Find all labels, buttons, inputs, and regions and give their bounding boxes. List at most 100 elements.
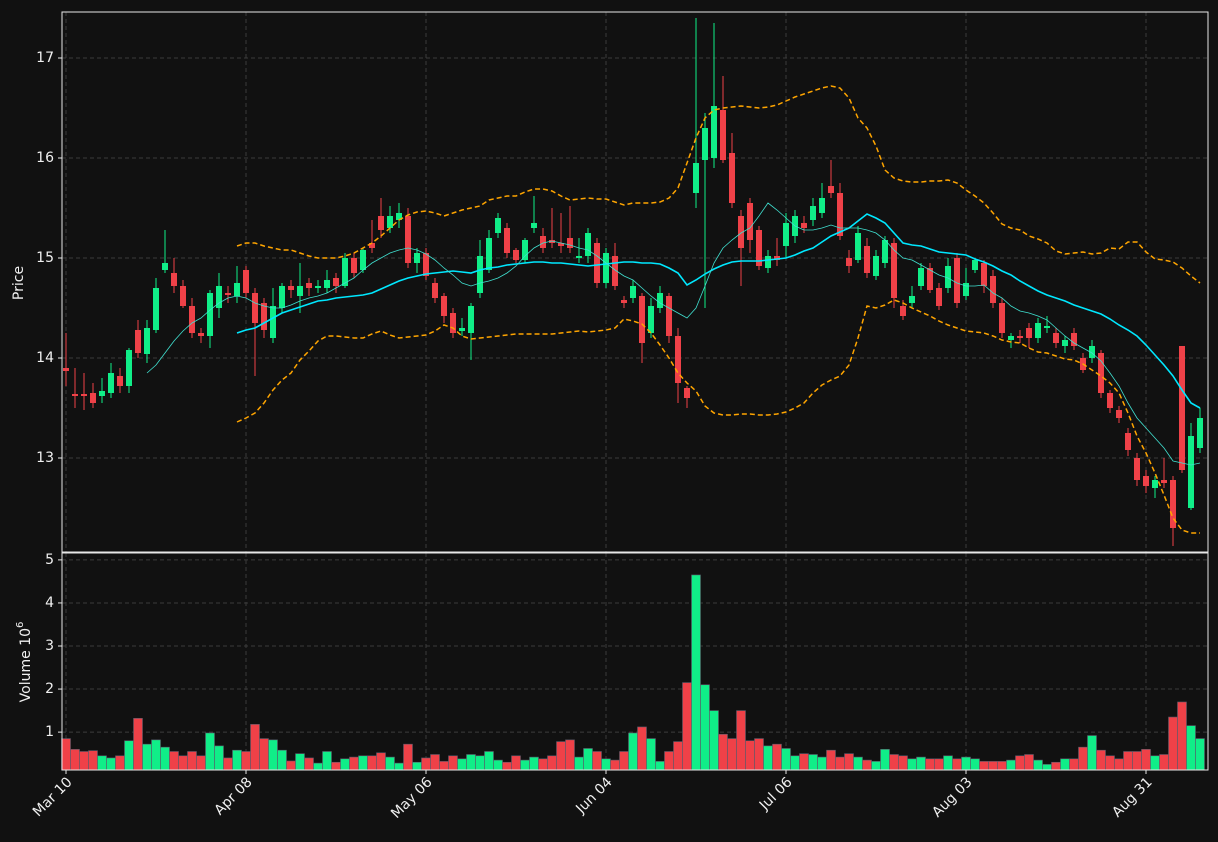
candle-body xyxy=(162,263,168,270)
volume-bar xyxy=(1168,716,1178,771)
volume-bar xyxy=(1033,759,1043,771)
candle-body xyxy=(486,238,492,270)
volume-tick-label: 4 xyxy=(45,595,54,611)
volume-bar xyxy=(925,758,935,771)
candle-body xyxy=(207,293,213,336)
volume-bar xyxy=(1042,764,1052,771)
y-tick-label: 14 xyxy=(36,350,54,366)
volume-bar xyxy=(1159,754,1169,771)
candle-body xyxy=(648,306,654,333)
volume-bar xyxy=(187,751,197,771)
volume-bar xyxy=(268,739,278,771)
y-tick-label: 15 xyxy=(36,250,54,266)
volume-bar xyxy=(1024,754,1034,771)
candle-body xyxy=(882,240,888,263)
volume-bar xyxy=(1114,758,1124,771)
volume-bar xyxy=(1186,725,1196,771)
volume-bar xyxy=(475,755,485,771)
volume-bar xyxy=(250,724,260,771)
volume-bar xyxy=(1069,758,1079,771)
candle-body xyxy=(585,233,591,256)
candle-body xyxy=(414,253,420,263)
candle-body xyxy=(576,256,582,258)
volume-bar xyxy=(124,740,134,771)
candle-body xyxy=(657,293,663,308)
volume-bar xyxy=(448,755,458,771)
candle-body xyxy=(513,250,519,260)
volume-bar xyxy=(844,753,854,771)
candle-body xyxy=(450,313,456,333)
volume-bar xyxy=(466,754,476,771)
volume-bar xyxy=(385,756,395,771)
candle-body xyxy=(153,288,159,330)
volume-bar xyxy=(403,743,413,771)
candle-body xyxy=(837,193,843,236)
volume-bar xyxy=(961,756,971,771)
volume-bar xyxy=(151,739,161,771)
volume-bar xyxy=(952,758,962,771)
candle-body xyxy=(423,253,429,276)
candle-body xyxy=(711,106,717,158)
volume-bar xyxy=(727,738,737,771)
candle-body xyxy=(1197,418,1203,448)
volume-bar xyxy=(835,756,845,771)
volume-tick-label: 1 xyxy=(45,724,54,740)
volume-tick-label: 2 xyxy=(45,681,54,697)
volume-bar xyxy=(574,756,584,771)
candle-body xyxy=(603,253,609,283)
volume-bar xyxy=(817,756,827,771)
candle-body xyxy=(990,276,996,303)
volume-bar xyxy=(979,761,989,771)
candle-body xyxy=(765,256,771,268)
candle-body xyxy=(333,278,339,286)
volume-bar xyxy=(331,761,341,771)
volume-bar xyxy=(313,762,323,771)
volume-bar xyxy=(529,756,539,771)
volume-bar xyxy=(763,745,773,771)
volume-bar xyxy=(799,753,809,771)
volume-bar xyxy=(277,749,287,771)
volume-frame xyxy=(61,552,1209,771)
volume-bar xyxy=(871,761,881,771)
volume-bar xyxy=(790,755,800,771)
candle-body xyxy=(522,240,528,260)
candle-body xyxy=(693,163,699,193)
overlay-line xyxy=(236,299,1200,534)
candle-body xyxy=(504,228,510,253)
candle-body xyxy=(1071,333,1077,346)
candle-body xyxy=(801,223,807,228)
candle-body xyxy=(441,296,447,316)
candle-body xyxy=(378,216,384,230)
volume-bar xyxy=(934,758,944,771)
candle-body xyxy=(459,328,465,331)
volume-bar xyxy=(1150,755,1160,771)
volume-bar xyxy=(1078,746,1088,771)
volume-bar xyxy=(214,745,224,771)
candle-body xyxy=(981,263,987,286)
volume-bar xyxy=(664,751,674,771)
volume-bar xyxy=(106,757,116,771)
volume-bar xyxy=(772,743,782,771)
volume-bar xyxy=(709,710,719,771)
overlay-line xyxy=(236,85,1201,284)
volume-bar xyxy=(1141,749,1151,771)
volume-bar xyxy=(628,732,638,771)
candle-body xyxy=(261,303,267,330)
volume-bar xyxy=(997,761,1007,771)
volume-bar xyxy=(520,759,530,771)
volume-bar xyxy=(826,749,836,771)
volume-bar xyxy=(1096,749,1106,771)
volume-bar xyxy=(1195,738,1205,771)
candle-body xyxy=(810,206,816,220)
volume-bar xyxy=(673,741,683,771)
candle-body xyxy=(1161,480,1167,483)
candle-body xyxy=(666,296,672,336)
volume-bar xyxy=(907,758,917,771)
candle-body xyxy=(1008,336,1014,340)
candle-body xyxy=(297,286,303,296)
candle-body xyxy=(315,286,321,288)
candle-body xyxy=(234,283,240,296)
volume-bar xyxy=(223,757,233,771)
volume-bar xyxy=(142,743,152,771)
candle-body xyxy=(972,260,978,270)
